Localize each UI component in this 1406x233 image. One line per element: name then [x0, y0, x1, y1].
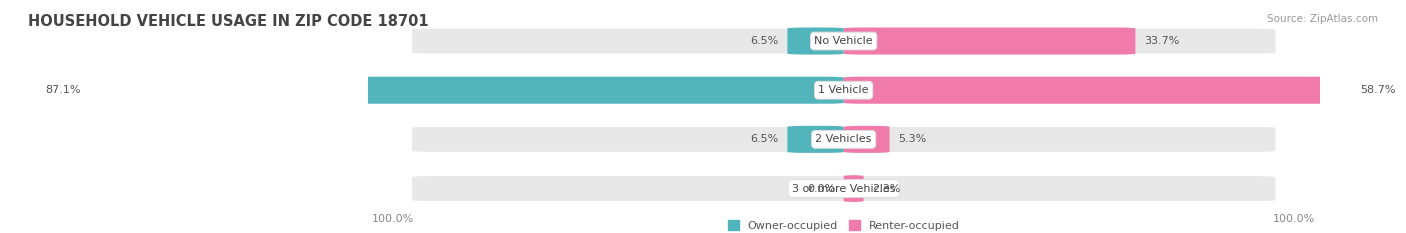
FancyBboxPatch shape [411, 126, 1277, 153]
Text: 1 Vehicle: 1 Vehicle [818, 85, 869, 95]
Text: 100.0%: 100.0% [1274, 214, 1316, 224]
Text: 0.0%: 0.0% [807, 184, 835, 194]
Text: 2 Vehicles: 2 Vehicles [815, 134, 872, 144]
Text: 6.5%: 6.5% [751, 36, 779, 46]
FancyBboxPatch shape [844, 126, 890, 153]
Text: 3 or more Vehicles: 3 or more Vehicles [792, 184, 896, 194]
Text: 58.7%: 58.7% [1361, 85, 1396, 95]
Text: No Vehicle: No Vehicle [814, 36, 873, 46]
Text: Source: ZipAtlas.com: Source: ZipAtlas.com [1267, 14, 1378, 24]
FancyBboxPatch shape [411, 77, 1277, 104]
Text: 100.0%: 100.0% [371, 214, 415, 224]
Text: HOUSEHOLD VEHICLE USAGE IN ZIP CODE 18701: HOUSEHOLD VEHICLE USAGE IN ZIP CODE 1870… [28, 14, 429, 29]
FancyBboxPatch shape [844, 27, 1136, 55]
Text: 5.3%: 5.3% [898, 134, 927, 144]
FancyBboxPatch shape [90, 77, 844, 104]
FancyBboxPatch shape [787, 27, 844, 55]
FancyBboxPatch shape [411, 175, 1277, 202]
FancyBboxPatch shape [844, 77, 1351, 104]
Legend: Owner-occupied, Renter-occupied: Owner-occupied, Renter-occupied [727, 220, 960, 231]
FancyBboxPatch shape [844, 175, 863, 202]
Text: 2.3%: 2.3% [872, 184, 901, 194]
FancyBboxPatch shape [411, 27, 1277, 55]
Text: 33.7%: 33.7% [1144, 36, 1180, 46]
Text: 6.5%: 6.5% [751, 134, 779, 144]
FancyBboxPatch shape [787, 126, 844, 153]
Text: 87.1%: 87.1% [45, 85, 82, 95]
